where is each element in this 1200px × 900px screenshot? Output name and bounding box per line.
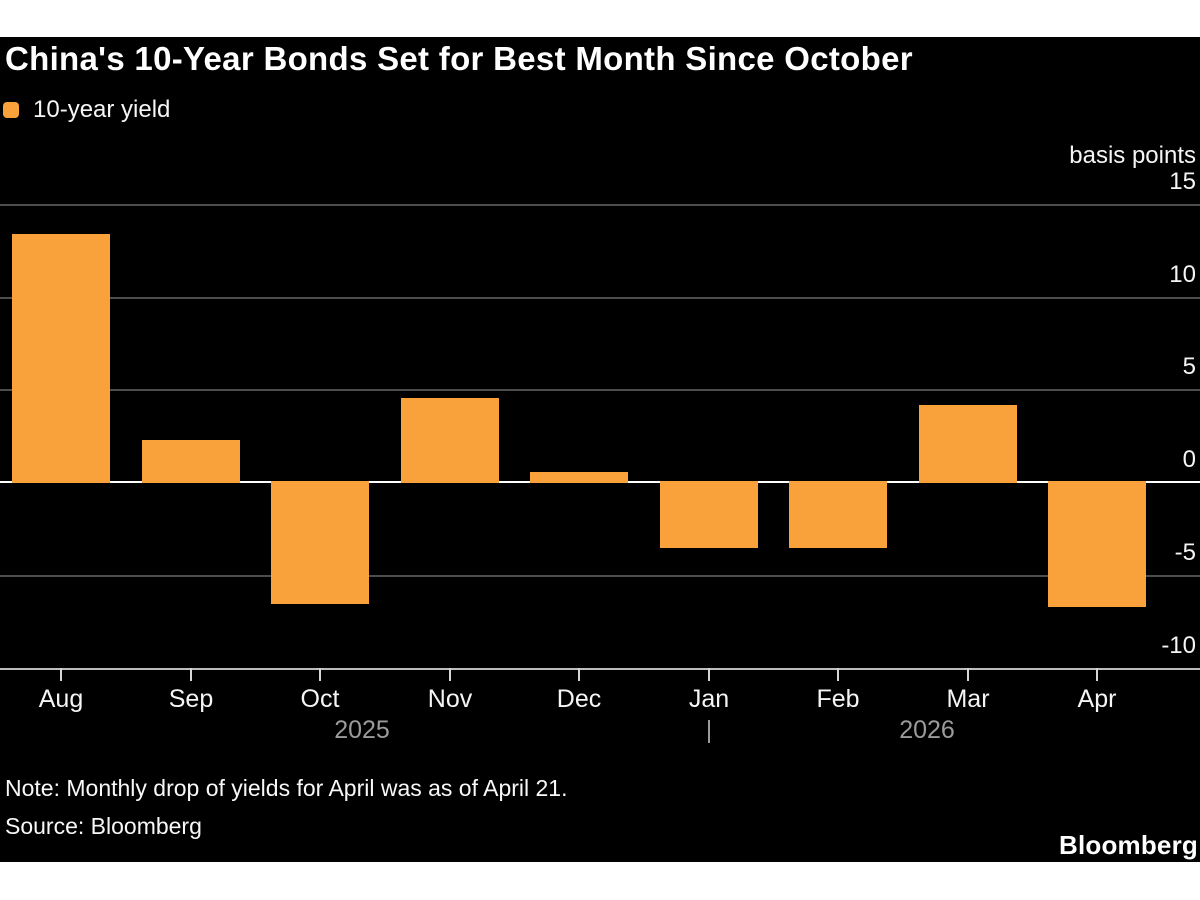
source-line: Source: Bloomberg — [5, 813, 202, 839]
x-tick-label: Mar — [946, 685, 990, 713]
y-tick-label: 0 — [1182, 446, 1196, 473]
bar-jan — [660, 481, 758, 548]
x-tick-label: Jan — [688, 685, 730, 713]
x-tick — [708, 668, 710, 681]
legend: 10-year yield — [3, 96, 170, 123]
y-tick-label: 10 — [1169, 261, 1196, 288]
legend-swatch-icon — [3, 102, 19, 118]
y-axis-unit-label: basis points — [1069, 142, 1196, 169]
year-separator: | — [705, 716, 713, 744]
x-tick — [837, 668, 839, 681]
gridline — [0, 389, 1200, 391]
x-tick-label: Apr — [1077, 685, 1117, 713]
bar-nov — [401, 398, 499, 483]
x-tick-label: Nov — [427, 685, 473, 713]
gridline — [0, 575, 1200, 577]
x-tick — [190, 668, 192, 681]
x-tick-label: Dec — [556, 685, 602, 713]
chart-panel: China's 10-Year Bonds Set for Best Month… — [0, 37, 1200, 862]
x-tick — [60, 668, 62, 681]
bar-feb — [789, 481, 887, 548]
x-tick — [967, 668, 969, 681]
x-tick — [1096, 668, 1098, 681]
x-tick-label: Aug — [38, 685, 84, 713]
y-tick-label: 5 — [1182, 353, 1196, 380]
x-tick — [319, 668, 321, 681]
year-label: 2026 — [899, 716, 955, 744]
bar-dec — [530, 472, 628, 483]
plot-area: 15 10 5 0 -5 -10 Aug Sep Oct Nov Dec Jan Feb Mar Apr 20… — [0, 37, 1200, 862]
gridline — [0, 204, 1200, 206]
x-tick — [578, 668, 580, 681]
x-axis-line — [0, 668, 1200, 670]
footnote: Note: Monthly drop of yields for April w… — [5, 775, 568, 801]
bar-oct — [271, 481, 369, 604]
chart-title: China's 10-Year Bonds Set for Best Month… — [5, 40, 913, 77]
x-tick — [449, 668, 451, 681]
year-label: 2025 — [334, 716, 390, 744]
bloomberg-logo: Bloomberg — [1058, 830, 1198, 860]
bar-sep — [142, 440, 240, 483]
bar-aug — [12, 234, 110, 483]
y-tick-label: -5 — [1174, 539, 1196, 566]
x-tick-label: Oct — [300, 685, 340, 713]
legend-label: 10-year yield — [33, 96, 171, 123]
y-tick-label: -10 — [1161, 632, 1196, 659]
bar-apr — [1048, 481, 1146, 607]
x-tick-label: Feb — [816, 685, 860, 713]
bar-mar — [919, 405, 1017, 483]
y-tick-label: 15 — [1169, 168, 1196, 195]
x-tick-label: Sep — [168, 685, 214, 713]
gridline — [0, 297, 1200, 299]
